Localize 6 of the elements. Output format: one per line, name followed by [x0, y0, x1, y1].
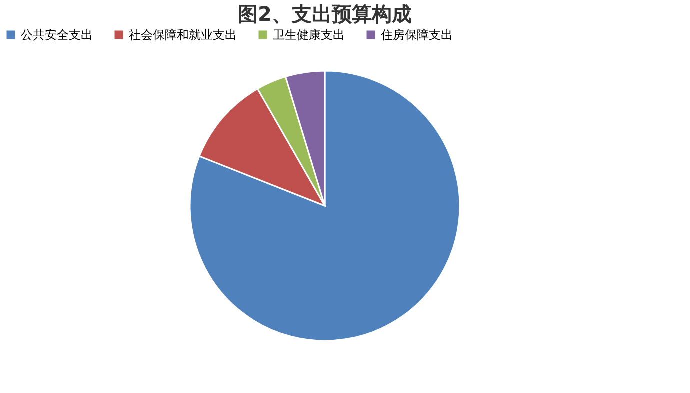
legend-label: 住房保障支出	[380, 28, 453, 42]
pie-slice	[189, 70, 461, 342]
legend-label: 社会保障和就业支出	[129, 28, 237, 42]
legend-label: 卫生健康支出	[273, 28, 345, 42]
chart-title: 图2、支出预算构成	[238, 2, 412, 26]
legend-label: 公共安全支出	[21, 28, 93, 42]
